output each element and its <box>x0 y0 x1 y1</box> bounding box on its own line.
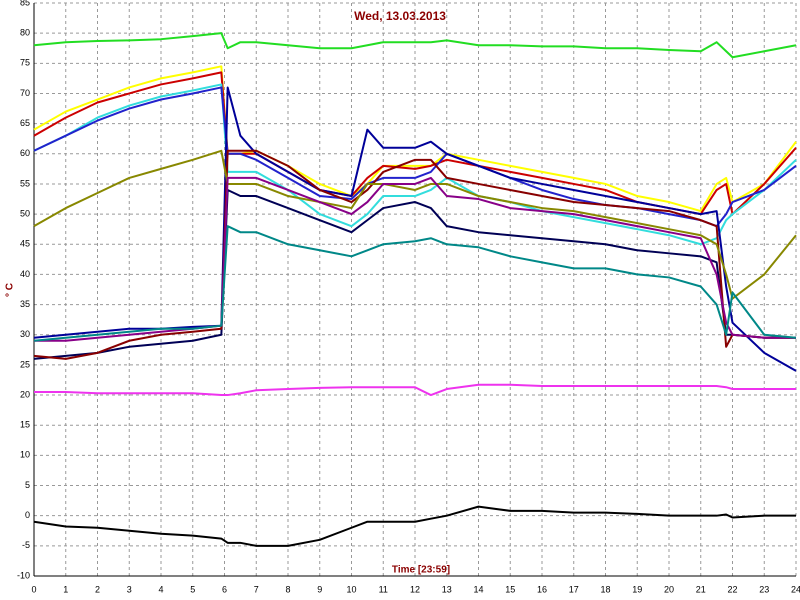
x-axis-label: Time [23:59] <box>392 565 450 576</box>
x-tick-label: 18 <box>600 584 610 594</box>
y-tick-label: 15 <box>20 420 30 430</box>
series-line <box>33 225 797 342</box>
x-tick-label: 3 <box>127 584 132 594</box>
x-tick-label: 20 <box>664 584 674 594</box>
x-tick-label: 1 <box>63 584 68 594</box>
y-tick-label: 50 <box>20 208 30 218</box>
x-tick-label: 2 <box>95 584 100 594</box>
y-tick-label: 35 <box>20 299 30 309</box>
x-tick-label: 24 <box>791 584 800 594</box>
y-tick-label: 25 <box>20 359 30 369</box>
x-tick-label: 4 <box>158 584 163 594</box>
x-tick-label: 16 <box>537 584 547 594</box>
y-tick-label: 85 <box>20 0 30 7</box>
y-tick-label: 40 <box>20 269 30 279</box>
y-tick-label: 0 <box>25 510 30 520</box>
series-line <box>33 65 797 213</box>
x-tick-label: 6 <box>222 584 227 594</box>
x-tick-label: 22 <box>727 584 737 594</box>
x-tick-label: 19 <box>632 584 642 594</box>
x-tick-label: 9 <box>317 584 322 594</box>
series-line <box>34 383 796 397</box>
x-tick-label: 17 <box>569 584 579 594</box>
series-line <box>33 149 797 300</box>
y-tick-label: 70 <box>20 88 30 98</box>
chart-title: Wed, 13.03.2013 <box>354 9 446 23</box>
y-tick-label: -10 <box>17 570 30 580</box>
y-tick-label: -5 <box>22 540 30 550</box>
x-tick-label: 13 <box>442 584 452 594</box>
y-tick-label: 60 <box>20 148 30 158</box>
x-tick-label: 14 <box>473 584 483 594</box>
y-tick-label: 30 <box>20 329 30 339</box>
y-axis-label: ° C <box>5 283 16 297</box>
x-tick-label: 15 <box>505 584 515 594</box>
y-tick-label: 55 <box>20 178 30 188</box>
series-line <box>33 188 796 360</box>
series-line <box>33 83 797 246</box>
x-tick-label: 23 <box>759 584 769 594</box>
x-tick-label: 7 <box>254 584 259 594</box>
y-tick-label: 10 <box>20 450 30 460</box>
y-tick-label: 65 <box>20 118 30 128</box>
x-tick-label: 12 <box>410 584 420 594</box>
x-tick-label: 21 <box>696 584 706 594</box>
x-tick-label: 10 <box>346 584 356 594</box>
y-tick-label: 45 <box>20 239 30 249</box>
series-line <box>33 505 796 547</box>
y-tick-label: 75 <box>20 58 30 68</box>
x-tick-label: 8 <box>285 584 290 594</box>
series-line <box>33 32 797 59</box>
y-tick-label: 5 <box>25 480 30 490</box>
y-tick-label: 20 <box>20 389 30 399</box>
x-tick-label: 11 <box>379 584 388 594</box>
x-tick-label: 0 <box>31 584 36 594</box>
x-tick-label: 5 <box>190 584 195 594</box>
series-line <box>33 86 797 372</box>
y-tick-label: 80 <box>20 28 30 38</box>
series-line <box>33 149 796 360</box>
